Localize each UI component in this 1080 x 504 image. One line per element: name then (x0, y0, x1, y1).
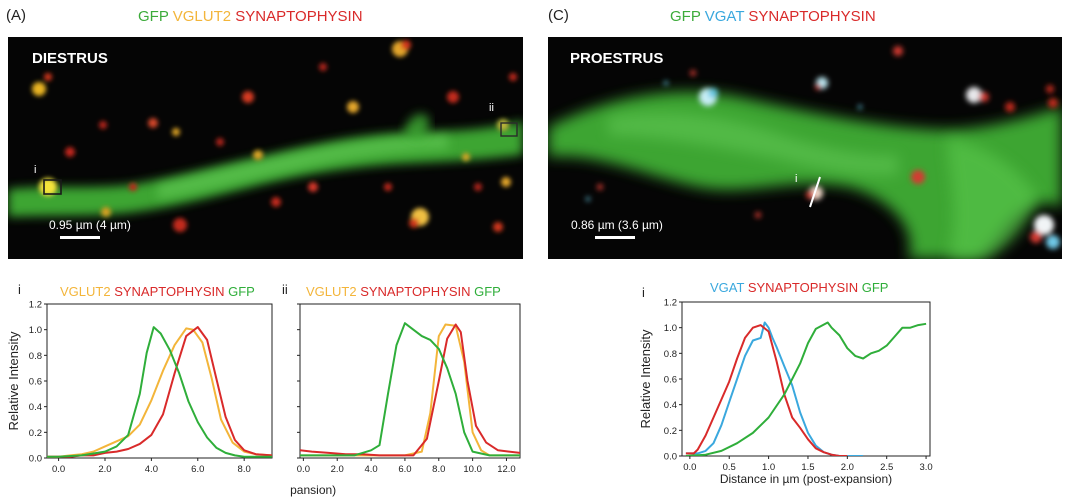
chart-c-i-title-synaptophysin: SYNAPTOPHYSIN (747, 280, 859, 295)
scale-label-a: 0.95 µm (4 µm) (49, 218, 131, 232)
chart-a-i-xtick-label: 6.0 (191, 464, 204, 474)
chart-a-i-ytick-label: 0.2 (29, 428, 42, 439)
chart-a-i-title-vglut2: VGLUT2 (60, 284, 111, 299)
chart-a-ii-xtick-label: 6.0 (398, 464, 411, 475)
chart-c-i-frame (681, 301, 931, 457)
chart-a-ii-xtick-label: 2.0 (331, 464, 344, 475)
chart-a-i-title-synaptophysin: SYNAPTOPHYSIN (114, 284, 225, 299)
chart-a-ii-title: VGLUT2 SYNAPTOPHYSIN GFP (306, 284, 501, 299)
roi-label-i: i (34, 164, 37, 176)
chart-a-ii-title-vglut2: VGLUT2 (306, 284, 357, 299)
chart-c-i-xlabel: Distance in µm (post-expansion) (720, 472, 892, 486)
chart-c-i-series-gfp (685, 321, 927, 456)
chart-a-i-ylabel: Relative Intensity (6, 331, 21, 430)
panel-c-letter: (C) (548, 7, 569, 24)
chart-c-i-xtick-label: 2.0 (841, 462, 854, 473)
chart-a-i-title: VGLUT2 SYNAPTOPHYSIN GFP (60, 284, 255, 299)
chart-c-i-ytick-label: 0.8 (664, 349, 677, 360)
chart-c-i-ytick-label: 0.0 (664, 452, 677, 463)
chart-a-ii-series-gfp (300, 322, 520, 457)
chart-c-i-title: VGAT SYNAPTOPHYSIN GFP (710, 280, 888, 295)
scale-bar-c (595, 236, 635, 239)
chart-a-i-xtick-label: 0.0 (52, 464, 65, 474)
chart-a-ii-series-synaptophysin (300, 323, 520, 457)
panel-c-title-gfp: GFP (670, 8, 701, 25)
chart-a-ii-xtick-label: 10.0 (463, 464, 482, 475)
chart-c-i-title-vgat: VGAT (710, 280, 745, 295)
chart-c-i-xtick-label: 3.0 (919, 462, 932, 473)
roi-box-i (43, 179, 62, 195)
chart-a-ii-title-synaptophysin: SYNAPTOPHYSIN (360, 284, 471, 299)
chart-a-ii-title-gfp: GFP (474, 284, 501, 299)
chart-a-i-title-gfp: GFP (228, 284, 255, 299)
chart-a-ii-xtick-label: 8.0 (432, 464, 445, 475)
chart-a-ii-sublabel: ii (282, 282, 288, 297)
chart-a-i-xtick-label: 4.0 (145, 464, 158, 474)
chart-a-ii-series-vglut2 (300, 323, 520, 457)
chart-a-i-series-gfp (47, 326, 272, 458)
panel-a-title-vglut2: VGLUT2 (172, 8, 232, 25)
chart-a-ii-xtick-label: 0.0 (297, 464, 310, 475)
chart-a-i: 0.0 0.2 0.4 0.6 0.8 1.0 1.2 0.0 2.0 4.0 6.0 8.0 Rela… (6, 300, 273, 474)
micrograph-diestrus: DIESTRUS i ii 0.95 µm (4 µm) (8, 37, 523, 259)
panel-a-title-synaptophysin: SYNAPTOPHYSIN (235, 8, 363, 25)
chart-a-i-series-synaptophysin (47, 326, 272, 458)
scale-bar-a (60, 236, 100, 239)
scale-label-c: 0.86 µm (3.6 µm) (571, 218, 663, 232)
micrograph-diestrus-image (8, 40, 523, 232)
chart-a-i-ytick-label: 1.2 (29, 300, 42, 311)
chart-a-ii-xtick-label: 4.0 (364, 464, 377, 475)
chart-a-i-xtick-label: 2.0 (98, 464, 111, 474)
panel-c-title: GFP VGAT SYNAPTOPHYSIN (670, 8, 876, 25)
roi-label-ii: ii (489, 102, 494, 114)
chart-c-i: 0.0 0.2 0.4 0.6 0.8 1.0 1.2 0.0 0.5 1.0 1.5 2.0 2.5 3… (638, 298, 933, 487)
line-profile-i (809, 176, 821, 208)
chart-c-i-series-synaptophysin (685, 324, 848, 456)
roi-label-c-i: i (795, 173, 798, 185)
chart-c-i-series-vgat (685, 321, 864, 456)
chart-a-ii-xlabel: Distance in µm (post-expansion) (290, 483, 336, 497)
chart-a-i-ytick-label: 0.6 (29, 377, 42, 388)
chart-a-i-ytick-label: 0.0 (29, 454, 42, 465)
chart-a-i-sublabel: i (18, 282, 21, 297)
chart-c-i-ytick-label: 0.4 (664, 400, 677, 411)
panel-c-title-synaptophysin: SYNAPTOPHYSIN (748, 8, 876, 25)
chart-c-i-xtick-label: 0.5 (723, 462, 736, 473)
chart-c-i-title-gfp: GFP (861, 280, 889, 295)
chart-c-i-xtick-label: 1.5 (801, 462, 814, 473)
chart-c-i-ytick-label: 1.0 (664, 323, 677, 334)
chart-c-i-xtick-label: 1.0 (762, 462, 775, 473)
chart-c-i-sublabel: i (642, 285, 645, 300)
chart-a-i-xtick-label: 8.0 (238, 464, 251, 474)
chart-a-ii-xtick-label: 12.0 (497, 464, 516, 475)
chart-c-i-xtick-label: 0.0 (683, 462, 696, 473)
stage-label-proestrus: PROESTRUS (570, 50, 664, 67)
panel-a-letter: (A) (6, 7, 26, 24)
chart-a-ii: 0.0 2.0 4.0 6.0 8.0 10.0 12.0 Distance in µm (p… (290, 303, 521, 497)
chart-c-i-ytick-label: 1.2 (664, 298, 677, 309)
chart-a-i-ytick-label: 1.0 (29, 325, 42, 336)
chart-c-i-ytick-label: 0.6 (664, 375, 677, 386)
micrograph-proestrus-image (548, 46, 1062, 259)
roi-box-ii (500, 122, 518, 137)
chart-a-i-ytick-label: 0.8 (29, 351, 42, 362)
panel-c-title-vgat: VGAT (704, 8, 745, 25)
stage-label-diestrus: DIESTRUS (32, 50, 108, 67)
chart-c-i-ytick-label: 0.2 (664, 426, 677, 437)
chart-c-i-xtick-label: 2.5 (880, 462, 893, 473)
chart-a-i-series-vglut2 (47, 327, 272, 458)
panel-a-title-gfp: GFP (138, 8, 169, 25)
panel-a-title: GFP VGLUT2 SYNAPTOPHYSIN (138, 8, 363, 25)
chart-a-i-ytick-label: 0.4 (29, 402, 42, 413)
micrograph-proestrus: PROESTRUS i 0.86 µm (3.6 µm) (548, 37, 1062, 259)
chart-c-i-ylabel: Relative Intensity (638, 329, 653, 428)
